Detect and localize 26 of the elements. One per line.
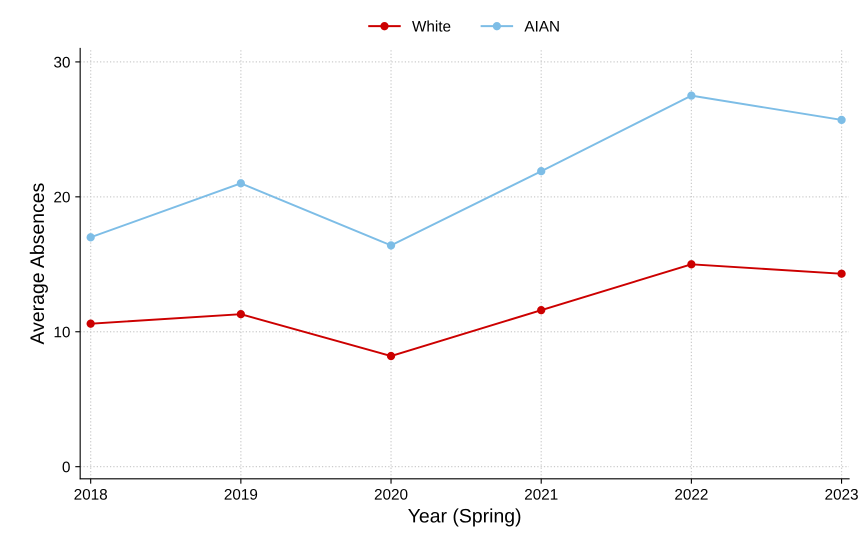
y-tick-label: 20 <box>54 192 70 203</box>
point <box>537 167 546 176</box>
legend-label: AIAN <box>524 20 559 32</box>
point <box>86 319 95 328</box>
y-tick-label: 0 <box>62 462 70 472</box>
point <box>837 270 846 278</box>
point <box>687 91 696 100</box>
x-tick-label: 2021 <box>524 488 558 500</box>
point <box>837 116 846 124</box>
point <box>537 306 546 314</box>
y-axis-title: Average Absences <box>30 183 48 344</box>
x-tick-label: 2023 <box>825 488 858 500</box>
y-tick-label: 30 <box>54 56 70 68</box>
point <box>86 233 95 242</box>
point <box>236 179 246 188</box>
legend-label: White <box>412 20 450 32</box>
x-tick-label: 2019 <box>224 488 258 500</box>
x-tick-label: 2022 <box>675 488 708 500</box>
point <box>687 260 696 268</box>
point <box>386 241 396 250</box>
point <box>386 352 396 360</box>
x-axis-title: Year (Spring) <box>408 508 520 526</box>
x-tick-label: 2018 <box>74 488 108 500</box>
y-tick-label: 10 <box>54 326 70 338</box>
point <box>236 310 246 318</box>
x-tick-label: 2020 <box>374 488 408 500</box>
